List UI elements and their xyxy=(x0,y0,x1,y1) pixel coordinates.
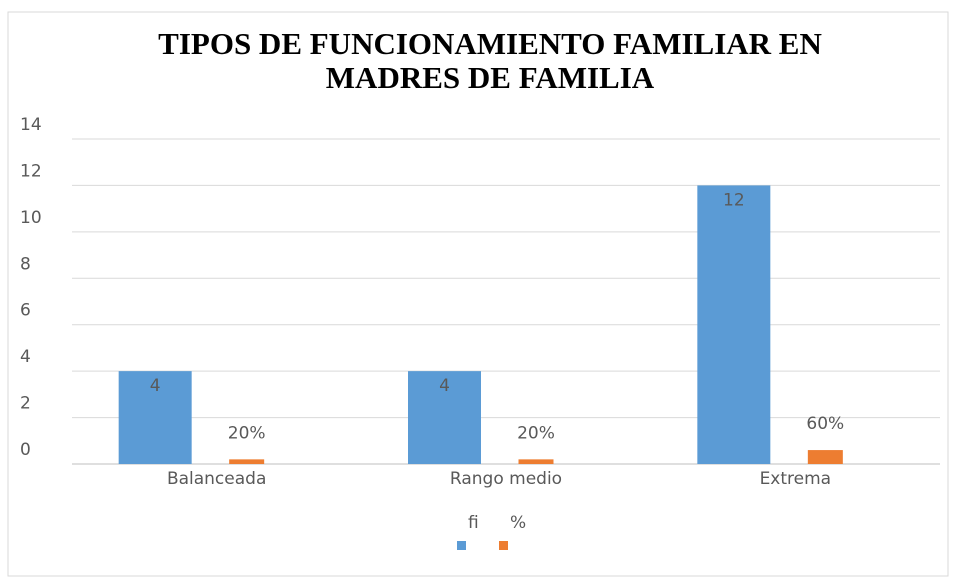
data-label: 60% xyxy=(806,414,844,434)
y-tick-label: 14 xyxy=(20,115,42,135)
y-tick-label: 6 xyxy=(20,301,31,321)
y-tick-label: 8 xyxy=(20,254,31,274)
data-label: 12 xyxy=(723,190,745,210)
chart-title: MADRES DE FAMILIA xyxy=(326,60,655,95)
x-tick-label: Balanceada xyxy=(167,469,266,489)
legend-swatch xyxy=(499,541,508,550)
chart-title: TIPOS DE FUNCIONAMIENTO FAMILIAR EN xyxy=(158,26,822,61)
bar xyxy=(408,371,481,464)
data-label: 20% xyxy=(228,423,266,443)
chart-border xyxy=(7,11,949,577)
legend-swatch xyxy=(457,541,466,550)
legend-label: % xyxy=(510,513,526,533)
legend-label: fi xyxy=(468,513,479,533)
y-tick-label: 4 xyxy=(20,347,31,367)
x-tick-label: Extrema xyxy=(760,469,832,489)
y-tick-label: 12 xyxy=(20,161,42,181)
data-label: 4 xyxy=(150,376,161,396)
y-tick-label: 0 xyxy=(20,440,31,460)
data-label: 4 xyxy=(439,376,450,396)
y-tick-label: 2 xyxy=(20,394,31,414)
bar xyxy=(118,371,192,464)
bar xyxy=(518,459,554,464)
bar xyxy=(807,450,843,464)
x-tick-label: Rango medio xyxy=(450,469,562,489)
bar xyxy=(697,185,771,464)
bar xyxy=(229,459,265,464)
data-label: 20% xyxy=(517,423,555,443)
y-tick-label: 10 xyxy=(20,208,42,228)
